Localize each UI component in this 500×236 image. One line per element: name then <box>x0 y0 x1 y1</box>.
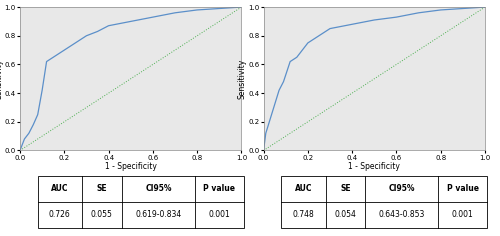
Y-axis label: Sensitivity: Sensitivity <box>0 59 3 99</box>
Y-axis label: Sensitivity: Sensitivity <box>238 59 247 99</box>
Text: 0.726: 0.726 <box>49 211 70 219</box>
Text: 0.055: 0.055 <box>91 211 113 219</box>
Text: CI95%: CI95% <box>388 184 415 194</box>
Text: AUC: AUC <box>51 184 68 194</box>
Text: 0.001: 0.001 <box>452 211 473 219</box>
Text: SE: SE <box>96 184 107 194</box>
Text: 0.001: 0.001 <box>208 211 230 219</box>
X-axis label: 1 - Specificity: 1 - Specificity <box>105 162 156 171</box>
Text: 0.748: 0.748 <box>292 211 314 219</box>
Bar <box>38 176 244 228</box>
Text: CI95%: CI95% <box>145 184 172 194</box>
Text: P value: P value <box>204 184 236 194</box>
Text: AUC: AUC <box>294 184 312 194</box>
X-axis label: 1 - Specificity: 1 - Specificity <box>348 162 400 171</box>
Text: P value: P value <box>447 184 479 194</box>
Bar <box>282 176 487 228</box>
Text: SE: SE <box>340 184 351 194</box>
Text: 0.619-0.834: 0.619-0.834 <box>136 211 182 219</box>
Text: 0.643-0.853: 0.643-0.853 <box>379 211 425 219</box>
Text: 0.054: 0.054 <box>334 211 356 219</box>
